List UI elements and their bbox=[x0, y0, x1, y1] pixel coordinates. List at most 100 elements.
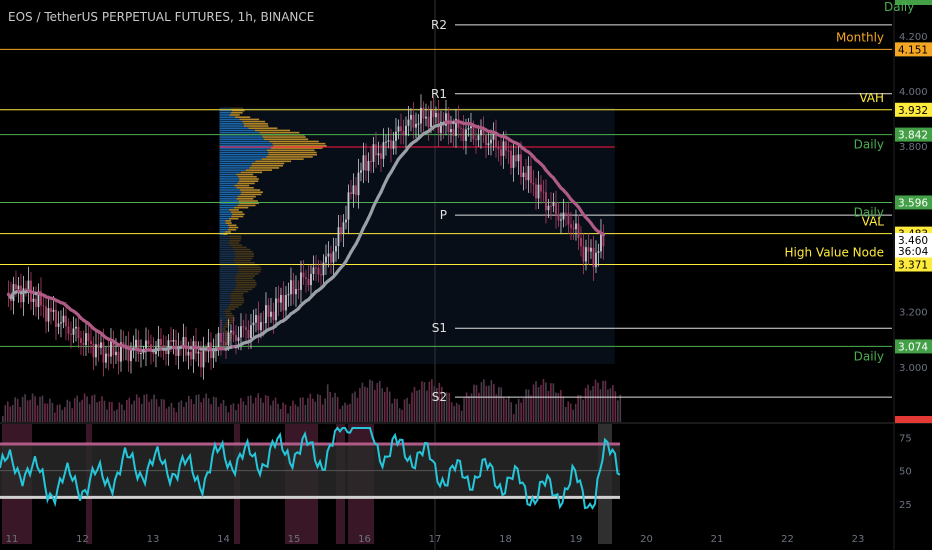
price-badge bbox=[895, 243, 932, 258]
candle-body bbox=[587, 247, 590, 252]
price-series bbox=[6, 94, 606, 380]
profile-bar-sell bbox=[235, 262, 255, 264]
volume-bar bbox=[393, 398, 396, 422]
candle-body bbox=[417, 123, 420, 125]
profile-bar-sell bbox=[262, 136, 306, 138]
profile-bar-buy bbox=[219, 233, 224, 235]
volume-bar bbox=[222, 400, 225, 422]
volume-bar bbox=[212, 396, 215, 422]
volume-bar bbox=[436, 388, 438, 422]
profile-bar-buy bbox=[219, 301, 231, 304]
volume-bar bbox=[426, 390, 428, 422]
profile-bar-sell bbox=[226, 314, 234, 317]
volume-bar bbox=[6, 401, 9, 422]
candle-body bbox=[85, 333, 87, 345]
profile-bar-sell bbox=[228, 306, 239, 308]
candle-body bbox=[235, 334, 237, 341]
candle-body bbox=[137, 339, 140, 354]
profile-bar-sell bbox=[241, 191, 263, 194]
profile-bar-sell bbox=[227, 224, 237, 227]
profile-bar-sell bbox=[231, 246, 247, 249]
candle-body bbox=[337, 227, 340, 247]
candle-body bbox=[15, 284, 17, 290]
profile-bar-sell bbox=[223, 326, 228, 328]
volume-bar bbox=[592, 386, 594, 422]
time-tick: 11 bbox=[6, 534, 19, 545]
candle-body bbox=[400, 126, 402, 132]
profile-bar-buy bbox=[219, 189, 240, 191]
volume-bar bbox=[421, 381, 423, 422]
time-axis[interactable]: 11 12 13 14 15 16 17 18 19 20 21 22 23 bbox=[6, 534, 865, 545]
volume-bar bbox=[111, 401, 113, 422]
profile-bar-buy bbox=[219, 286, 236, 288]
candle-body bbox=[455, 118, 457, 136]
profile-bar-buy bbox=[219, 145, 274, 147]
profile-bar-sell bbox=[238, 180, 259, 182]
profile-bar-buy bbox=[219, 204, 238, 207]
volume-bar bbox=[66, 399, 69, 422]
candle-body bbox=[372, 144, 375, 162]
volume-bar bbox=[369, 379, 371, 422]
candle-body bbox=[517, 154, 520, 162]
candle-body bbox=[422, 107, 425, 119]
profile-bar-buy bbox=[219, 123, 244, 125]
volume-bar bbox=[433, 386, 436, 422]
candle-body bbox=[345, 219, 347, 223]
volume-bar bbox=[145, 394, 148, 422]
price-tick: 3.800 bbox=[899, 142, 928, 153]
candle-body bbox=[47, 308, 50, 322]
volume-bar bbox=[31, 393, 34, 422]
candle-body bbox=[382, 142, 385, 159]
profile-bar-sell bbox=[254, 129, 291, 132]
profile-bar-sell bbox=[261, 158, 304, 160]
volume-bar bbox=[416, 390, 418, 422]
volume-bar bbox=[396, 398, 398, 422]
profile-bar-buy bbox=[219, 257, 235, 260]
profile-bar-buy bbox=[219, 239, 229, 242]
volume-bar bbox=[118, 402, 121, 422]
volume-bar bbox=[46, 403, 49, 422]
candle-body bbox=[500, 149, 502, 156]
volume-bar bbox=[364, 386, 366, 422]
volume-bar bbox=[612, 385, 614, 422]
candle-body bbox=[75, 326, 77, 329]
candle-body bbox=[115, 351, 117, 356]
profile-bar-buy bbox=[219, 337, 226, 339]
candle-body bbox=[582, 246, 585, 262]
volume-bar bbox=[215, 397, 217, 422]
volume-bar bbox=[567, 401, 570, 422]
price-axis[interactable]: 4.200 4.000 3.800 3.200 3.000 3.932 3.842 3.596… bbox=[893, 0, 932, 550]
candle-body bbox=[282, 295, 285, 311]
candle-body bbox=[150, 344, 152, 351]
candle-body bbox=[480, 129, 482, 136]
volume-bar bbox=[431, 379, 433, 422]
candle-body bbox=[25, 288, 27, 291]
profile-bar-sell bbox=[239, 118, 260, 121]
candle-body bbox=[430, 110, 432, 128]
volume-bar bbox=[252, 403, 255, 422]
candle-body bbox=[475, 139, 477, 141]
profile-bar-sell bbox=[224, 323, 232, 326]
volume-bar bbox=[232, 403, 235, 422]
volume-bar bbox=[197, 394, 200, 422]
candle-body bbox=[495, 132, 497, 147]
volume-bar bbox=[44, 403, 46, 422]
volume-bar bbox=[386, 387, 388, 422]
volume-bar bbox=[302, 397, 304, 422]
volume-bar bbox=[619, 394, 622, 422]
profile-bar-sell bbox=[224, 310, 231, 313]
candle-body bbox=[270, 311, 272, 317]
profile-bar-sell bbox=[268, 153, 318, 156]
volume-bar bbox=[460, 410, 463, 422]
volume-bar bbox=[24, 394, 26, 422]
profile-bar-sell bbox=[235, 253, 254, 255]
candle-body bbox=[65, 315, 67, 327]
profile-bar-buy bbox=[219, 215, 232, 218]
profile-bar-sell bbox=[229, 303, 242, 306]
candle-body bbox=[200, 351, 202, 368]
profile-bar-buy bbox=[219, 248, 234, 251]
volume-bar bbox=[473, 384, 475, 422]
price-badge bbox=[895, 339, 932, 354]
